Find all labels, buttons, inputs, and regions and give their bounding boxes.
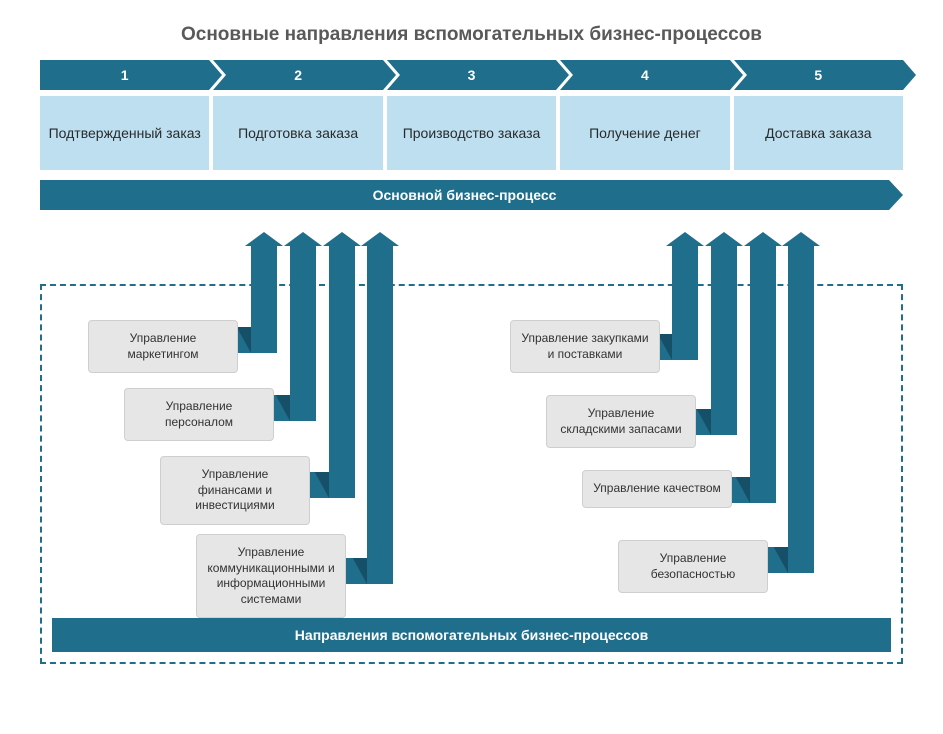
support-box-right-2: Управление складскими запасами [546,395,696,448]
support-box-right-4: Управление безопасностью [618,540,768,593]
main-process-label: Основной бизнес-процесс [40,180,889,210]
stage-box-5: Доставка заказа [734,96,903,170]
chevron-step-4: 4 [560,60,729,90]
stage-box-3: Производство заказа [387,96,556,170]
main-process-bar: Основной бизнес-процесс [40,180,903,210]
stage-box-2: Подготовка заказа [213,96,382,170]
stages-row: Подтвержденный заказПодготовка заказаПро… [0,90,943,170]
support-box-left-3: Управление финансами и инвестициями [160,456,310,525]
chevron-row: 12345 [0,60,943,90]
support-box-left-2: Управление персоналом [124,388,274,441]
stage-box-4: Получение денег [560,96,729,170]
chevron-step-2: 2 [213,60,382,90]
chevron-step-3: 3 [387,60,556,90]
chevron-step-1: 1 [40,60,209,90]
support-bottom-label: Направления вспомогательных бизнес-проце… [52,618,891,652]
support-box-right-1: Управление закупками и поставками [510,320,660,373]
support-box-left-1: Управление маркетингом [88,320,238,373]
diagram-title: Основные направления вспомогательных биз… [0,0,943,60]
stage-box-1: Подтвержденный заказ [40,96,209,170]
support-box-right-3: Управление качеством [582,470,732,508]
chevron-step-5: 5 [734,60,903,90]
support-box-left-4: Управление коммуникационными и информаци… [196,534,346,618]
